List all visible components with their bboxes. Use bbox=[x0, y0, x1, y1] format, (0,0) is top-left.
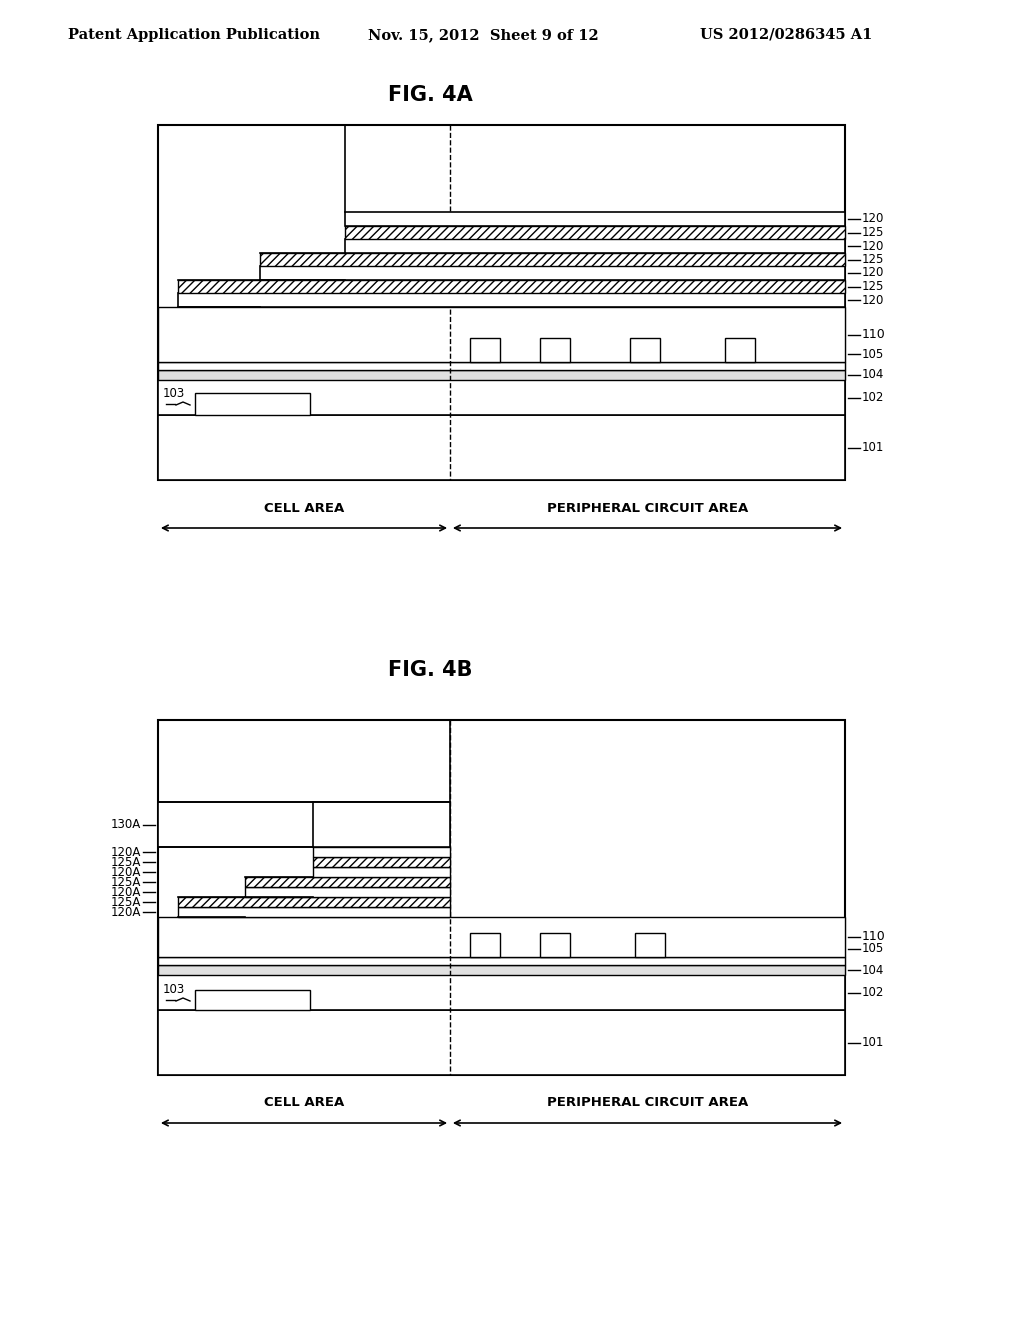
Bar bbox=[158, 362, 845, 370]
Bar bbox=[245, 876, 450, 887]
Text: 105: 105 bbox=[862, 347, 885, 360]
Text: 101: 101 bbox=[862, 441, 885, 454]
Text: 120A: 120A bbox=[111, 886, 141, 899]
Bar bbox=[178, 898, 450, 907]
Bar bbox=[158, 1010, 845, 1074]
Bar bbox=[158, 975, 845, 1010]
Text: FIG. 4B: FIG. 4B bbox=[388, 660, 472, 680]
Text: 110: 110 bbox=[862, 931, 886, 944]
Text: 102: 102 bbox=[862, 391, 885, 404]
Bar bbox=[178, 280, 845, 293]
Bar bbox=[158, 957, 845, 965]
Bar bbox=[313, 867, 450, 876]
Bar bbox=[178, 293, 845, 308]
Bar bbox=[245, 887, 450, 898]
Text: FIG. 4A: FIG. 4A bbox=[388, 84, 472, 106]
Text: 103: 103 bbox=[163, 387, 185, 400]
Bar bbox=[540, 933, 570, 957]
Text: 120: 120 bbox=[862, 293, 885, 306]
Bar bbox=[158, 719, 845, 1074]
Bar bbox=[158, 414, 845, 480]
Bar bbox=[470, 933, 500, 957]
Text: 125A: 125A bbox=[111, 855, 141, 869]
Text: CELL AREA: CELL AREA bbox=[264, 502, 344, 515]
Bar bbox=[345, 226, 845, 239]
Bar bbox=[470, 338, 500, 362]
Bar bbox=[158, 370, 845, 380]
Bar bbox=[630, 338, 660, 362]
Bar bbox=[345, 239, 845, 253]
Bar bbox=[158, 803, 450, 847]
Text: 125A: 125A bbox=[111, 875, 141, 888]
Text: 102: 102 bbox=[862, 986, 885, 999]
Text: 125: 125 bbox=[862, 226, 885, 239]
Text: 110: 110 bbox=[862, 327, 886, 341]
Bar bbox=[725, 338, 755, 362]
Text: 130A: 130A bbox=[111, 818, 141, 832]
Text: PERIPHERAL CIRCUIT AREA: PERIPHERAL CIRCUIT AREA bbox=[547, 502, 749, 515]
Bar bbox=[158, 380, 845, 414]
Text: 104: 104 bbox=[862, 368, 885, 381]
Text: 120: 120 bbox=[862, 239, 885, 252]
Text: 120A: 120A bbox=[111, 866, 141, 879]
Bar bbox=[635, 933, 665, 957]
Text: CELL AREA: CELL AREA bbox=[264, 1097, 344, 1110]
Text: US 2012/0286345 A1: US 2012/0286345 A1 bbox=[700, 28, 872, 42]
Bar bbox=[158, 917, 845, 957]
Bar bbox=[540, 338, 570, 362]
Bar bbox=[313, 847, 450, 857]
Bar bbox=[158, 965, 845, 975]
Text: 125: 125 bbox=[862, 253, 885, 267]
Bar bbox=[195, 990, 310, 1010]
Bar bbox=[178, 907, 450, 917]
Text: 104: 104 bbox=[862, 964, 885, 977]
Bar bbox=[313, 803, 450, 847]
Bar bbox=[158, 308, 845, 362]
Bar bbox=[195, 393, 310, 414]
Bar bbox=[313, 857, 450, 867]
Text: PERIPHERAL CIRCUIT AREA: PERIPHERAL CIRCUIT AREA bbox=[547, 1097, 749, 1110]
Text: 120A: 120A bbox=[111, 906, 141, 919]
Text: 105: 105 bbox=[862, 942, 885, 956]
Text: 101: 101 bbox=[862, 1036, 885, 1049]
Text: 103: 103 bbox=[163, 983, 185, 997]
Text: 125: 125 bbox=[862, 280, 885, 293]
Bar bbox=[345, 213, 845, 226]
Text: 120: 120 bbox=[862, 267, 885, 280]
Text: 120: 120 bbox=[862, 213, 885, 226]
Text: Patent Application Publication: Patent Application Publication bbox=[68, 28, 319, 42]
Text: 125A: 125A bbox=[111, 895, 141, 908]
Bar bbox=[260, 253, 845, 267]
Bar bbox=[158, 125, 845, 480]
Text: Nov. 15, 2012  Sheet 9 of 12: Nov. 15, 2012 Sheet 9 of 12 bbox=[368, 28, 599, 42]
Bar bbox=[260, 267, 845, 280]
Text: 120A: 120A bbox=[111, 846, 141, 858]
